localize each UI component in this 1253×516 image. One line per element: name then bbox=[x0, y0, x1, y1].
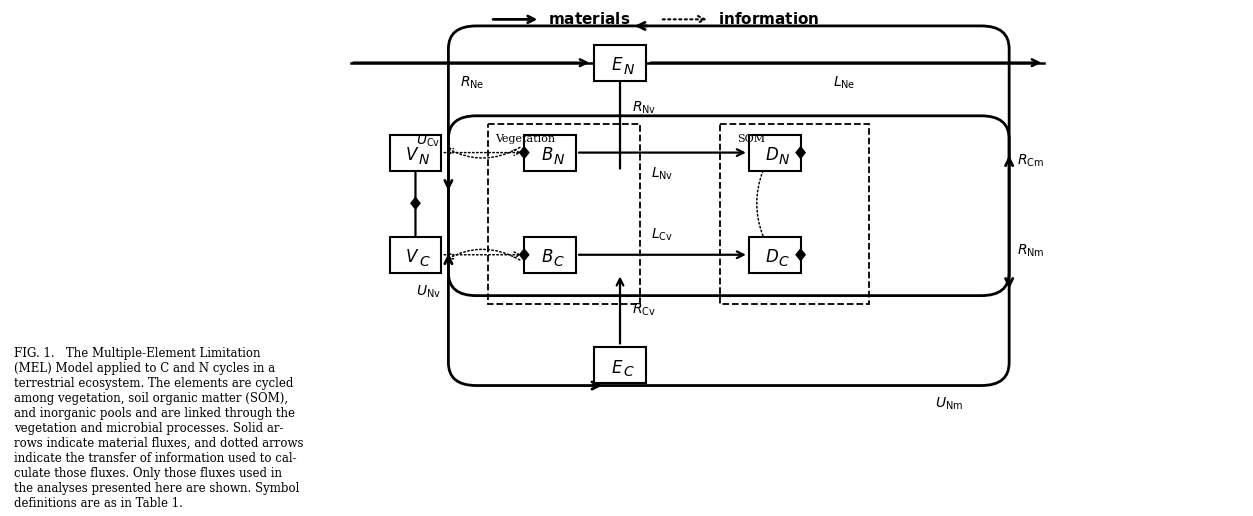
FancyBboxPatch shape bbox=[749, 135, 801, 171]
Text: $\mathit{D}$: $\mathit{D}$ bbox=[764, 248, 778, 266]
Text: $\mathit{E}$: $\mathit{E}$ bbox=[610, 359, 623, 377]
Text: $\mathit{N}$: $\mathit{N}$ bbox=[778, 153, 789, 167]
FancyBboxPatch shape bbox=[594, 347, 647, 383]
Text: $\mathit{V}$: $\mathit{V}$ bbox=[405, 146, 420, 164]
Polygon shape bbox=[411, 198, 420, 209]
Text: $\mathit{C}$: $\mathit{C}$ bbox=[778, 255, 789, 269]
Text: $L_{\mathrm{Cv}}$: $L_{\mathrm{Cv}}$ bbox=[650, 227, 673, 244]
FancyBboxPatch shape bbox=[749, 237, 801, 273]
FancyBboxPatch shape bbox=[524, 135, 576, 171]
FancyBboxPatch shape bbox=[390, 135, 441, 171]
Polygon shape bbox=[520, 249, 529, 261]
Text: $R_{\mathrm{Nv}}$: $R_{\mathrm{Nv}}$ bbox=[632, 100, 657, 116]
Text: $\mathit{D}$: $\mathit{D}$ bbox=[764, 146, 778, 164]
Text: $R_{\mathrm{Ne}}$: $R_{\mathrm{Ne}}$ bbox=[460, 74, 485, 90]
Text: $R_{\mathrm{Cv}}$: $R_{\mathrm{Cv}}$ bbox=[632, 301, 655, 318]
Text: $\mathbf{materials}$: $\mathbf{materials}$ bbox=[548, 11, 630, 27]
Text: $\mathit{B}$: $\mathit{B}$ bbox=[541, 248, 554, 266]
Text: $\mathit{C}$: $\mathit{C}$ bbox=[554, 255, 565, 269]
Text: $\mathit{N}$: $\mathit{N}$ bbox=[419, 153, 431, 167]
Text: FIG. 1.   The Multiple-Element Limitation
(MEL) Model applied to C and N cycles : FIG. 1. The Multiple-Element Limitation … bbox=[14, 347, 303, 510]
Text: $\mathit{N}$: $\mathit{N}$ bbox=[623, 63, 635, 77]
Text: $L_{\mathrm{Ne}}$: $L_{\mathrm{Ne}}$ bbox=[833, 74, 856, 90]
Polygon shape bbox=[520, 147, 529, 158]
Text: $\mathit{V}$: $\mathit{V}$ bbox=[405, 248, 420, 266]
Text: $U_{\mathrm{Nm}}$: $U_{\mathrm{Nm}}$ bbox=[935, 395, 964, 412]
Text: $\mathit{C}$: $\mathit{C}$ bbox=[419, 255, 430, 269]
Text: $\mathit{C}$: $\mathit{C}$ bbox=[623, 365, 635, 379]
Text: $R_{\mathrm{Cm}}$: $R_{\mathrm{Cm}}$ bbox=[1017, 153, 1044, 169]
Text: $\mathit{E}$: $\mathit{E}$ bbox=[610, 56, 623, 74]
Polygon shape bbox=[796, 147, 806, 158]
Text: $\mathbf{information}$: $\mathbf{information}$ bbox=[718, 11, 819, 27]
FancyBboxPatch shape bbox=[594, 45, 647, 80]
Text: Vegetation: Vegetation bbox=[495, 134, 555, 144]
Text: $\mathit{N}$: $\mathit{N}$ bbox=[553, 153, 565, 167]
Text: $U_{\mathrm{Nv}}$: $U_{\mathrm{Nv}}$ bbox=[416, 283, 440, 300]
FancyBboxPatch shape bbox=[524, 237, 576, 273]
Text: $R_{\mathrm{Nm}}$: $R_{\mathrm{Nm}}$ bbox=[1017, 243, 1045, 259]
Text: $U_{\mathrm{Cv}}$: $U_{\mathrm{Cv}}$ bbox=[416, 132, 440, 149]
Polygon shape bbox=[796, 249, 806, 261]
Text: $\mathit{B}$: $\mathit{B}$ bbox=[541, 146, 554, 164]
Text: $L_{\mathrm{Nv}}$: $L_{\mathrm{Nv}}$ bbox=[650, 166, 673, 182]
FancyBboxPatch shape bbox=[390, 237, 441, 273]
Text: SOM: SOM bbox=[737, 134, 764, 144]
